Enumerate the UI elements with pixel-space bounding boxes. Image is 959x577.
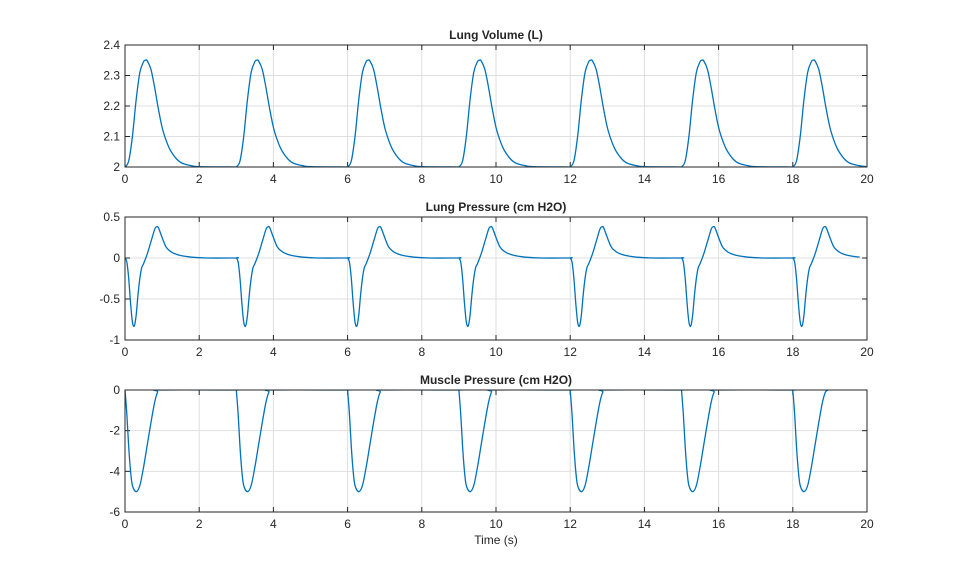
x-tick-label: 6: [344, 345, 351, 359]
x-tick-label: 14: [638, 345, 652, 359]
axes-frame: [124, 44, 868, 168]
x-tick-label: 12: [564, 517, 578, 531]
x-tick-label: 4: [270, 172, 277, 186]
x-tick-label: 10: [489, 517, 503, 531]
x-axis-label: Time (s): [474, 533, 518, 547]
x-tick-label: 18: [786, 172, 800, 186]
y-tick-label: 0.5: [103, 210, 120, 224]
x-tick-label: 14: [638, 172, 652, 186]
y-tick-label: 2: [113, 160, 120, 174]
x-tick-label: 20: [860, 172, 874, 186]
subplot-title: Muscle Pressure (cm H2O): [420, 373, 572, 387]
axes-frame: [124, 389, 868, 513]
x-tick-label: 2: [196, 345, 203, 359]
x-tick-label: 0: [122, 345, 129, 359]
x-tick-label: 18: [786, 345, 800, 359]
subplot-title: Lung Pressure (cm H2O): [426, 200, 567, 214]
x-tick-label: 6: [344, 517, 351, 531]
series-line: [125, 59, 867, 167]
x-tick-label: 10: [489, 345, 503, 359]
x-tick-label: 4: [270, 345, 277, 359]
x-tick-label: 0: [122, 172, 129, 186]
x-tick-label: 16: [712, 517, 726, 531]
x-tick-label: 12: [564, 345, 578, 359]
x-tick-label: 16: [712, 345, 726, 359]
x-tick-label: 8: [418, 172, 425, 186]
x-tick-label: 8: [418, 345, 425, 359]
x-tick-label: 14: [638, 517, 652, 531]
subplot-2: 0 2 4 6 8 10 12 14 16 18 20 -1 -0.5 0 0.5 Lung Pressure…: [99, 200, 874, 359]
y-tick-label: -1: [109, 333, 120, 347]
x-tick-label: 10: [489, 172, 503, 186]
y-tick-label: -4: [109, 464, 120, 478]
axes-frame: [124, 216, 868, 341]
y-tick-label: 2.2: [103, 99, 120, 113]
x-tick-label: 6: [344, 172, 351, 186]
x-tick-label: 20: [860, 517, 874, 531]
series-line: [125, 390, 829, 493]
x-tick-label: 12: [564, 172, 578, 186]
y-tick-label: 0: [113, 383, 120, 397]
series-line: [125, 225, 860, 328]
y-tick-label: 2.4: [103, 38, 120, 52]
y-tick-label: -0.5: [99, 292, 120, 306]
x-tick-label: 16: [712, 172, 726, 186]
subplot-3: 0 2 4 6 8 10 12 14 16 18 20 -6 -4 -2 0 Muscle Pressure …: [109, 373, 874, 547]
x-tick-label: 20: [860, 345, 874, 359]
x-tick-label: 0: [122, 517, 129, 531]
y-tick-label: 0: [113, 251, 120, 265]
y-tick-label: -2: [109, 424, 120, 438]
x-tick-label: 18: [786, 517, 800, 531]
y-tick-label: 2.1: [103, 130, 120, 144]
y-tick-label: -6: [109, 505, 120, 519]
y-tick-label: 2.3: [103, 69, 120, 83]
x-tick-label: 8: [418, 517, 425, 531]
x-tick-label: 2: [196, 172, 203, 186]
subplot-title: Lung Volume (L): [449, 28, 543, 42]
x-tick-label: 2: [196, 517, 203, 531]
x-tick-label: 4: [270, 517, 277, 531]
